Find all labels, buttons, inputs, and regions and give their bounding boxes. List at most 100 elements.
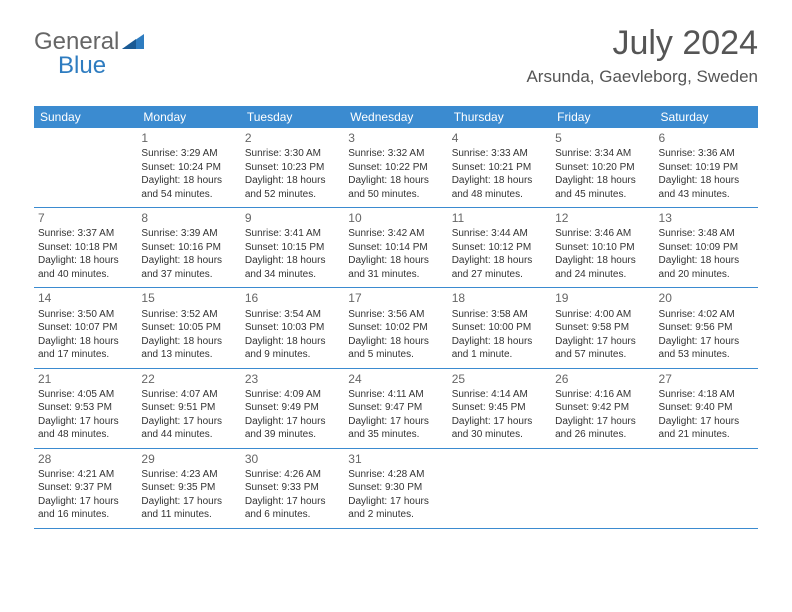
sunset-text: Sunset: 9:47 PM: [348, 401, 443, 415]
daylight-text: Daylight: 18 hours and 9 minutes.: [245, 335, 340, 362]
calendar-cell: [34, 128, 137, 207]
daylight-text: Daylight: 17 hours and 30 minutes.: [452, 415, 547, 442]
day-number: 16: [245, 290, 340, 306]
calendar-cell: 30Sunrise: 4:26 AMSunset: 9:33 PMDayligh…: [241, 449, 344, 528]
calendar-week: 21Sunrise: 4:05 AMSunset: 9:53 PMDayligh…: [34, 369, 758, 449]
sunrise-text: Sunrise: 3:52 AM: [141, 308, 236, 322]
month-title: July 2024: [526, 24, 758, 63]
sunrise-text: Sunrise: 3:48 AM: [659, 227, 754, 241]
sunset-text: Sunset: 9:37 PM: [38, 481, 133, 495]
sunset-text: Sunset: 9:56 PM: [659, 321, 754, 335]
daylight-text: Daylight: 18 hours and 45 minutes.: [555, 174, 650, 201]
location-subtitle: Arsunda, Gaevleborg, Sweden: [526, 67, 758, 87]
daylight-text: Daylight: 18 hours and 50 minutes.: [348, 174, 443, 201]
calendar-cell: 1Sunrise: 3:29 AMSunset: 10:24 PMDayligh…: [137, 128, 240, 207]
sunset-text: Sunset: 9:51 PM: [141, 401, 236, 415]
sunset-text: Sunset: 10:15 PM: [245, 241, 340, 255]
day-number: 4: [452, 130, 547, 146]
sunset-text: Sunset: 9:42 PM: [555, 401, 650, 415]
daylight-text: Daylight: 17 hours and 6 minutes.: [245, 495, 340, 522]
sunset-text: Sunset: 10:21 PM: [452, 161, 547, 175]
day-number: 2: [245, 130, 340, 146]
day-number: 8: [141, 210, 236, 226]
calendar-cell: 21Sunrise: 4:05 AMSunset: 9:53 PMDayligh…: [34, 369, 137, 448]
day-number: 31: [348, 451, 443, 467]
calendar-cell: 15Sunrise: 3:52 AMSunset: 10:05 PMDaylig…: [137, 288, 240, 367]
day-number: 26: [555, 371, 650, 387]
day-number: 29: [141, 451, 236, 467]
day-header: Sunday: [34, 106, 137, 128]
calendar-week: 28Sunrise: 4:21 AMSunset: 9:37 PMDayligh…: [34, 449, 758, 529]
calendar-cell: 23Sunrise: 4:09 AMSunset: 9:49 PMDayligh…: [241, 369, 344, 448]
sunset-text: Sunset: 10:07 PM: [38, 321, 133, 335]
sunset-text: Sunset: 10:22 PM: [348, 161, 443, 175]
sunset-text: Sunset: 9:30 PM: [348, 481, 443, 495]
day-number: 22: [141, 371, 236, 387]
daylight-text: Daylight: 17 hours and 21 minutes.: [659, 415, 754, 442]
calendar-cell: [551, 449, 654, 528]
daylight-text: Daylight: 17 hours and 2 minutes.: [348, 495, 443, 522]
sunset-text: Sunset: 9:45 PM: [452, 401, 547, 415]
logo-triangle-icon: [122, 28, 144, 56]
sunrise-text: Sunrise: 3:56 AM: [348, 308, 443, 322]
sunset-text: Sunset: 10:18 PM: [38, 241, 133, 255]
day-number: 25: [452, 371, 547, 387]
calendar-cell: 11Sunrise: 3:44 AMSunset: 10:12 PMDaylig…: [448, 208, 551, 287]
day-number: 19: [555, 290, 650, 306]
sunrise-text: Sunrise: 3:30 AM: [245, 147, 340, 161]
calendar-cell: 14Sunrise: 3:50 AMSunset: 10:07 PMDaylig…: [34, 288, 137, 367]
daylight-text: Daylight: 17 hours and 16 minutes.: [38, 495, 133, 522]
calendar-cell: 17Sunrise: 3:56 AMSunset: 10:02 PMDaylig…: [344, 288, 447, 367]
day-number: 15: [141, 290, 236, 306]
day-header: Thursday: [448, 106, 551, 128]
calendar-cell: 24Sunrise: 4:11 AMSunset: 9:47 PMDayligh…: [344, 369, 447, 448]
day-header: Wednesday: [344, 106, 447, 128]
sunset-text: Sunset: 10:23 PM: [245, 161, 340, 175]
sunset-text: Sunset: 9:49 PM: [245, 401, 340, 415]
calendar-cell: 13Sunrise: 3:48 AMSunset: 10:09 PMDaylig…: [655, 208, 758, 287]
header: July 2024 Arsunda, Gaevleborg, Sweden: [526, 24, 758, 87]
day-number: 9: [245, 210, 340, 226]
calendar-cell: 26Sunrise: 4:16 AMSunset: 9:42 PMDayligh…: [551, 369, 654, 448]
calendar-cell: [448, 449, 551, 528]
daylight-text: Daylight: 18 hours and 24 minutes.: [555, 254, 650, 281]
day-header: Saturday: [655, 106, 758, 128]
sunset-text: Sunset: 9:35 PM: [141, 481, 236, 495]
calendar-cell: [655, 449, 758, 528]
day-number: 20: [659, 290, 754, 306]
sunrise-text: Sunrise: 3:29 AM: [141, 147, 236, 161]
calendar-cell: 10Sunrise: 3:42 AMSunset: 10:14 PMDaylig…: [344, 208, 447, 287]
sunrise-text: Sunrise: 3:39 AM: [141, 227, 236, 241]
calendar-cell: 29Sunrise: 4:23 AMSunset: 9:35 PMDayligh…: [137, 449, 240, 528]
sunrise-text: Sunrise: 4:07 AM: [141, 388, 236, 402]
daylight-text: Daylight: 18 hours and 1 minute.: [452, 335, 547, 362]
daylight-text: Daylight: 17 hours and 35 minutes.: [348, 415, 443, 442]
calendar-cell: 22Sunrise: 4:07 AMSunset: 9:51 PMDayligh…: [137, 369, 240, 448]
daylight-text: Daylight: 18 hours and 52 minutes.: [245, 174, 340, 201]
daylight-text: Daylight: 18 hours and 31 minutes.: [348, 254, 443, 281]
sunset-text: Sunset: 10:10 PM: [555, 241, 650, 255]
sunset-text: Sunset: 10:16 PM: [141, 241, 236, 255]
calendar: SundayMondayTuesdayWednesdayThursdayFrid…: [34, 106, 758, 529]
daylight-text: Daylight: 17 hours and 48 minutes.: [38, 415, 133, 442]
sunrise-text: Sunrise: 4:05 AM: [38, 388, 133, 402]
daylight-text: Daylight: 18 hours and 20 minutes.: [659, 254, 754, 281]
day-number: 23: [245, 371, 340, 387]
sunrise-text: Sunrise: 4:00 AM: [555, 308, 650, 322]
sunrise-text: Sunrise: 3:46 AM: [555, 227, 650, 241]
sunset-text: Sunset: 10:03 PM: [245, 321, 340, 335]
day-number: 21: [38, 371, 133, 387]
calendar-cell: 18Sunrise: 3:58 AMSunset: 10:00 PMDaylig…: [448, 288, 551, 367]
sunset-text: Sunset: 9:53 PM: [38, 401, 133, 415]
calendar-cell: 19Sunrise: 4:00 AMSunset: 9:58 PMDayligh…: [551, 288, 654, 367]
sunrise-text: Sunrise: 3:50 AM: [38, 308, 133, 322]
day-number: 18: [452, 290, 547, 306]
sunrise-text: Sunrise: 3:41 AM: [245, 227, 340, 241]
daylight-text: Daylight: 17 hours and 39 minutes.: [245, 415, 340, 442]
daylight-text: Daylight: 17 hours and 44 minutes.: [141, 415, 236, 442]
sunset-text: Sunset: 10:12 PM: [452, 241, 547, 255]
calendar-cell: 31Sunrise: 4:28 AMSunset: 9:30 PMDayligh…: [344, 449, 447, 528]
sunrise-text: Sunrise: 4:21 AM: [38, 468, 133, 482]
day-number: 12: [555, 210, 650, 226]
calendar-cell: 12Sunrise: 3:46 AMSunset: 10:10 PMDaylig…: [551, 208, 654, 287]
